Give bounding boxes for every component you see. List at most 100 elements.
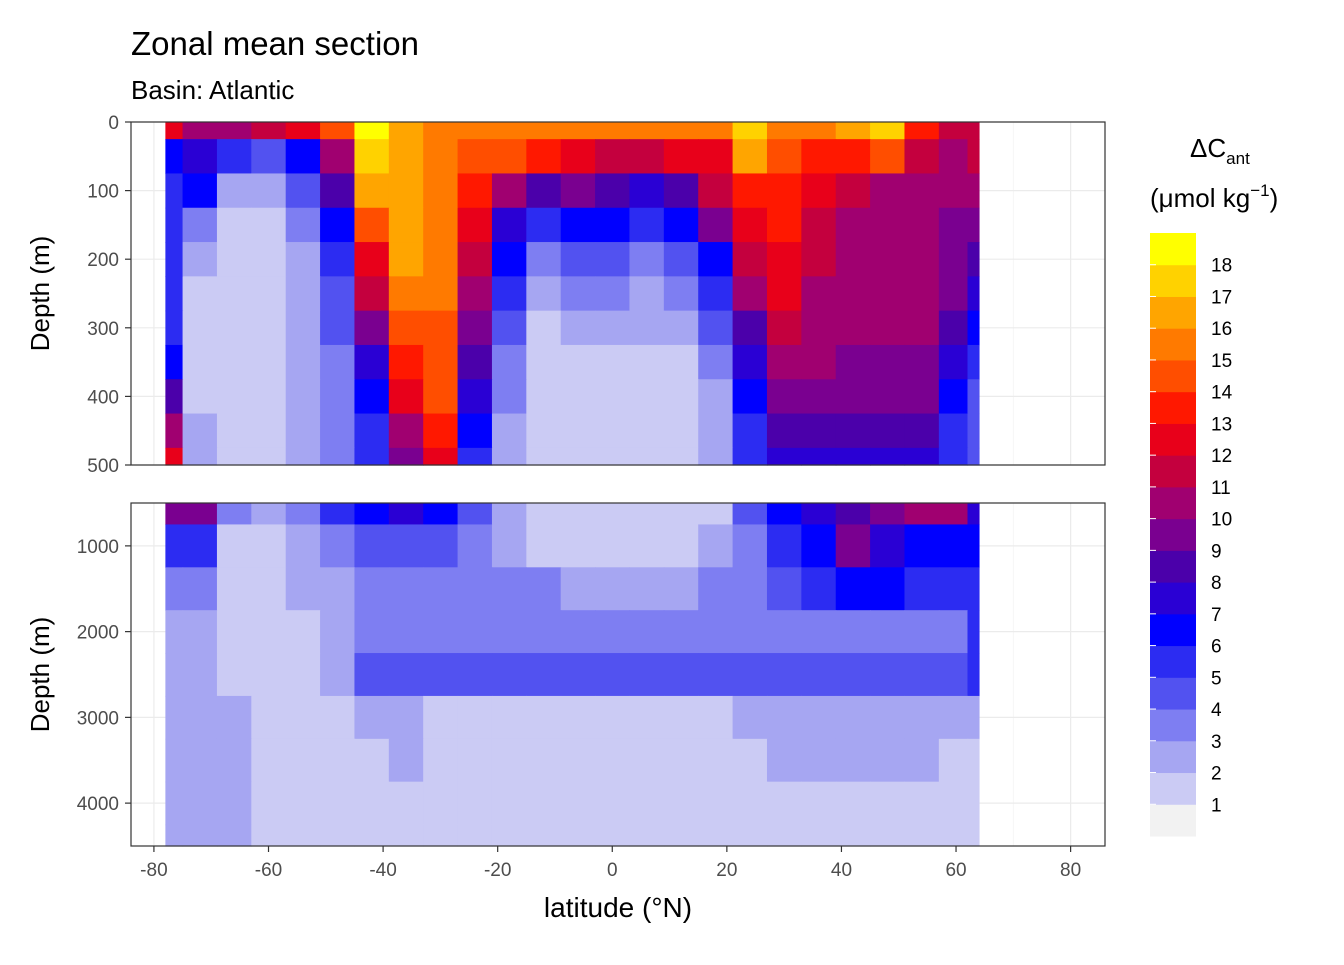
heatmap-cell: [182, 447, 218, 466]
heatmap-cell: [423, 207, 459, 243]
heatmap-cell: [216, 310, 252, 346]
y-tick-label: 2000: [77, 623, 119, 644]
heatmap-cell: [870, 242, 906, 277]
heatmap-cell: [354, 139, 390, 175]
legend-label: 8: [1211, 573, 1222, 594]
legend-label: 15: [1211, 351, 1232, 372]
heatmap-cell: [320, 122, 356, 140]
heatmap-cell: [251, 567, 287, 611]
x-tick-label: -60: [255, 860, 282, 881]
heatmap-cell: [165, 447, 184, 466]
heatmap-cell: [732, 207, 768, 243]
heatmap-cell: [870, 503, 906, 526]
heatmap-cell: [698, 738, 734, 783]
heatmap-cell: [216, 503, 252, 526]
heatmap-cell: [629, 447, 665, 466]
heatmap-cell: [595, 781, 631, 826]
x-tick-label: 40: [831, 860, 852, 881]
heatmap-cell: [870, 344, 906, 380]
heatmap-cell: [285, 653, 321, 697]
heatmap-cell: [491, 207, 527, 243]
heatmap-cell: [491, 276, 527, 312]
heatmap-cell: [967, 173, 980, 209]
heatmap-cell: [629, 344, 665, 380]
heatmap-cell: [698, 610, 734, 654]
heatmap-cell: [251, 524, 287, 568]
heatmap-cell: [182, 524, 218, 568]
heatmap-cell: [766, 207, 802, 243]
heatmap-cell: [491, 447, 527, 466]
heatmap-cell: [354, 173, 390, 209]
heatmap-cell: [766, 653, 802, 697]
legend-label: 13: [1211, 414, 1232, 435]
panel-lower: 1000 2000 3000 4000 Depth (m): [25, 502, 1106, 847]
heatmap-cell: [595, 503, 631, 526]
heatmap-cell: [766, 447, 802, 466]
heatmap-cell: [457, 310, 493, 346]
heatmap-cell: [595, 695, 631, 740]
heatmap-cell: [182, 610, 218, 654]
heatmap-cell: [388, 413, 424, 449]
heatmap-cell: [629, 173, 665, 209]
heatmap-cell: [251, 310, 287, 346]
heatmap-cell: [938, 738, 969, 783]
heatmap-cell: [165, 567, 184, 611]
heatmap-cell: [629, 379, 665, 415]
heatmap-cell: [165, 310, 184, 346]
heatmap-cell: [285, 447, 321, 466]
heatmap-cell: [595, 524, 631, 568]
heatmap-cell: [698, 310, 734, 346]
heatmap-cell: [491, 524, 527, 568]
heatmap-cell: [423, 242, 459, 277]
heatmap-cell: [629, 738, 665, 783]
heatmap-cell: [526, 139, 562, 175]
legend-swatch: [1150, 518, 1196, 551]
heatmap-cell: [732, 447, 768, 466]
heatmap-cell: [938, 781, 969, 826]
heatmap-cell: [835, 242, 871, 277]
heatmap-cell: [457, 653, 493, 697]
legend-swatch: [1150, 582, 1196, 615]
heatmap-cell: [938, 503, 969, 526]
heatmap-cell: [663, 781, 699, 826]
heatmap-cell: [904, 379, 940, 415]
heatmap-cell: [766, 139, 802, 175]
heatmap-cell: [870, 122, 906, 140]
heatmap-cell: [320, 695, 356, 740]
heatmap-cell: [491, 344, 527, 380]
heatmap-cell: [835, 122, 871, 140]
heatmap-cell: [251, 824, 287, 847]
heatmap-cell: [904, 524, 940, 568]
heatmap-cell: [663, 379, 699, 415]
heatmap-cell: [165, 824, 184, 847]
heatmap-cell: [560, 207, 596, 243]
heatmap-cell: [182, 503, 218, 526]
heatmap-cell: [766, 310, 802, 346]
heatmap-cell: [251, 695, 287, 740]
legend-swatch: [1150, 804, 1196, 837]
heatmap-cell: [216, 781, 252, 826]
heatmap-cell: [423, 824, 459, 847]
heatmap-cell: [663, 139, 699, 175]
heatmap-cell: [354, 413, 390, 449]
x-axis: -80 -60 -40 -20 0 20 40 60 80: [140, 846, 1081, 881]
heatmap-cell: [182, 738, 218, 783]
heatmap-cell: [698, 276, 734, 312]
heatmap-cell: [560, 122, 596, 140]
heatmap-cell: [285, 738, 321, 783]
heatmap-cell: [766, 524, 802, 568]
heatmap-cell: [967, 447, 980, 466]
heatmap-cell: [801, 242, 837, 277]
heatmap-cell: [165, 695, 184, 740]
y-axis-lower: 1000 2000 3000 4000 Depth (m): [25, 537, 131, 815]
heatmap-cell: [320, 242, 356, 277]
legend-label: 16: [1211, 319, 1232, 340]
heatmap-cell: [216, 524, 252, 568]
heatmap-cell: [388, 695, 424, 740]
heatmap-cell: [165, 122, 184, 140]
heatmap-cell: [595, 242, 631, 277]
heatmap-cell: [354, 695, 390, 740]
heatmap-cell: [251, 242, 287, 277]
heatmap-cell: [595, 653, 631, 697]
heatmap-cell: [904, 276, 940, 312]
